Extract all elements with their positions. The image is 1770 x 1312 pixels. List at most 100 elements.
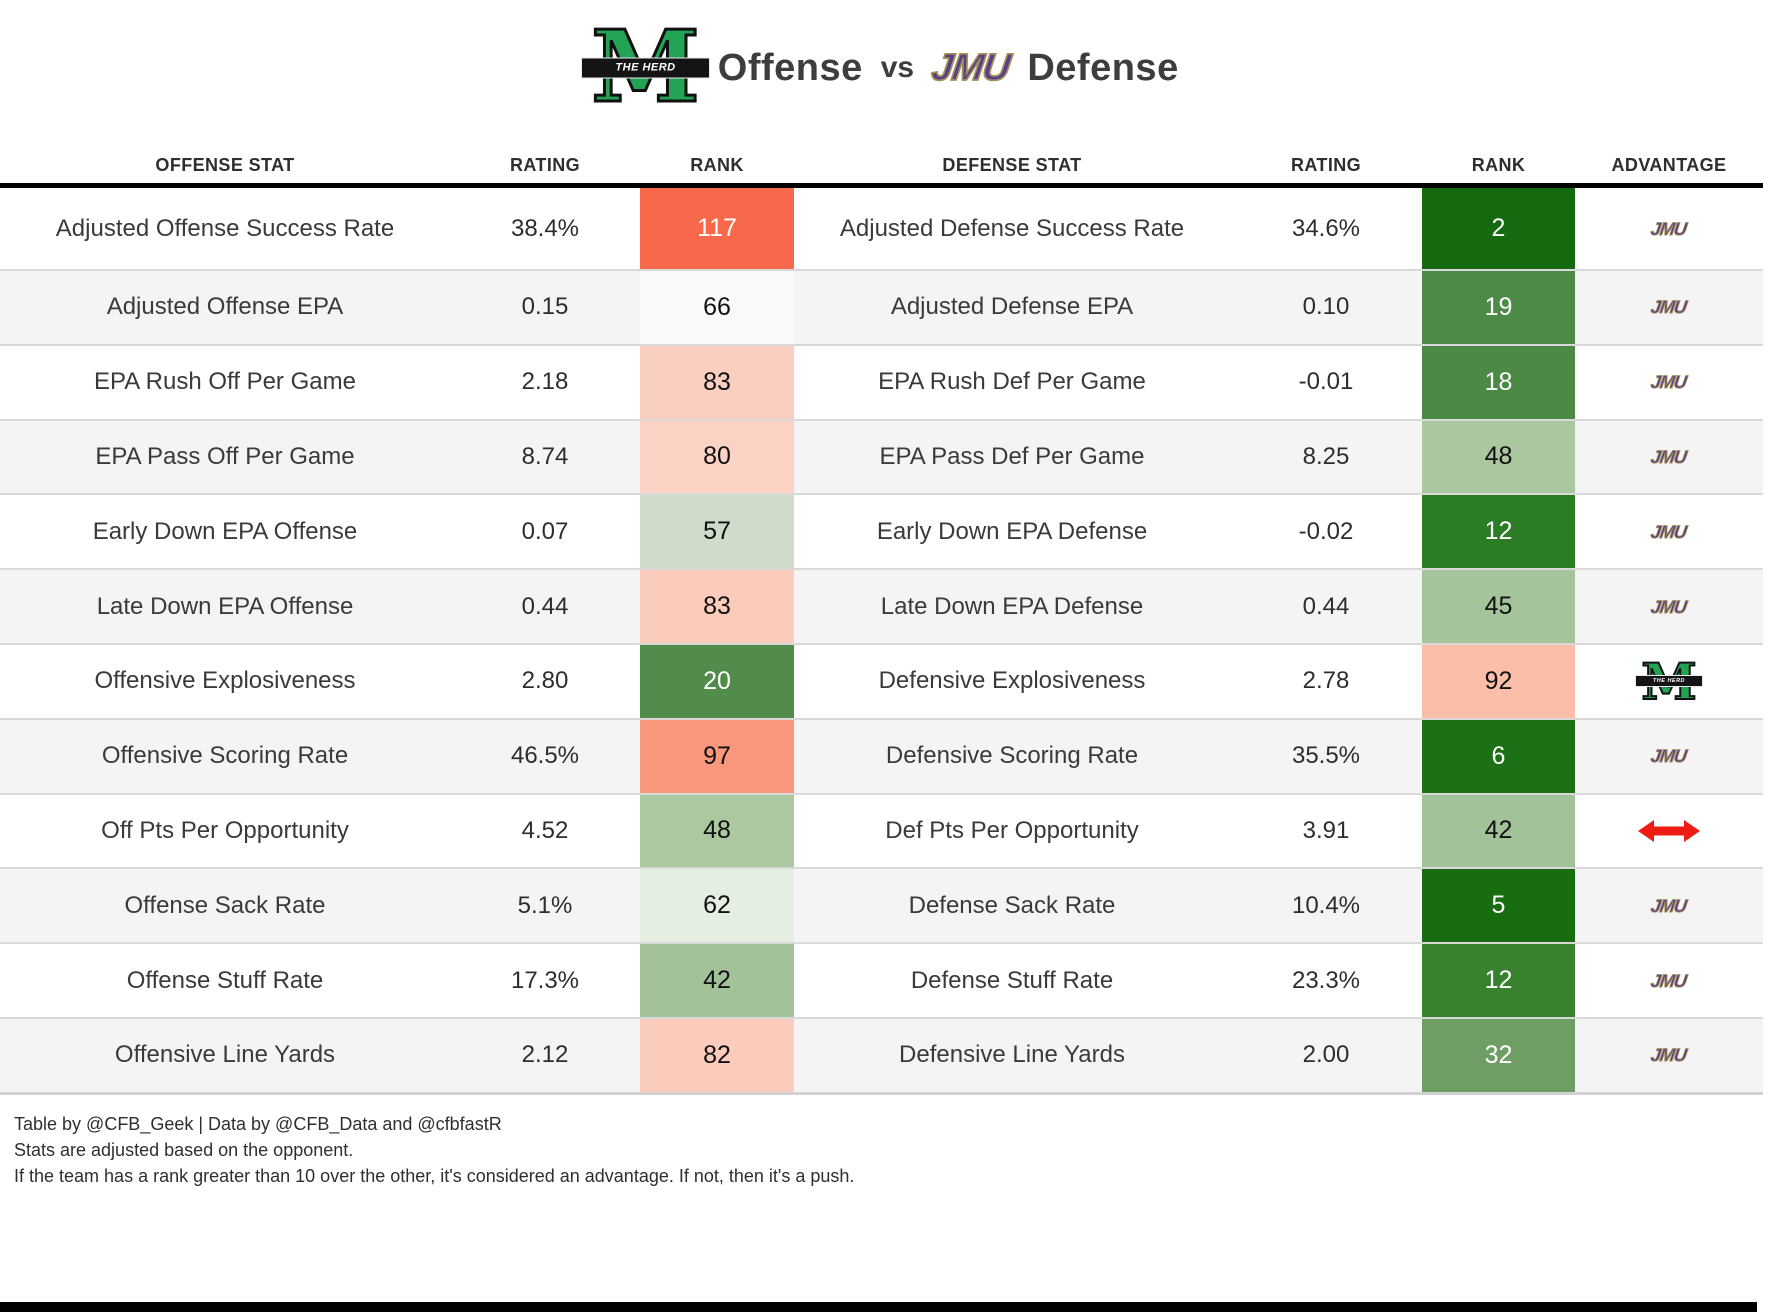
defense-rating-value: 34.6%: [1291, 214, 1361, 242]
title-vs-label: vs: [880, 51, 915, 84]
advantage-cell: JMU: [1575, 944, 1763, 1017]
marshall-banner-text: THE HERD: [1635, 675, 1703, 688]
defense-rating-value: 2.00: [1302, 1041, 1350, 1069]
defense-rating-value: 0.10: [1302, 293, 1350, 321]
header-defense-rating: RATING: [1290, 155, 1362, 175]
defense-rating-value: -0.02: [1298, 517, 1354, 545]
table-row: Offensive Scoring Rate 46.5% 97 Defensive S…: [0, 717, 1763, 793]
offense-stat-name: Offensive Line Yards: [114, 1041, 336, 1069]
jmu-logo-icon: JMU: [1650, 521, 1689, 542]
defense-stat-name: EPA Pass Def Per Game: [879, 442, 1145, 470]
defense-rank-cell: 5: [1422, 869, 1575, 943]
table-row: Adjusted Offense EPA 0.15 66 Adjusted Defen…: [0, 269, 1763, 344]
defense-rank-cell: 12: [1422, 495, 1575, 569]
defense-rating-value: -0.01: [1298, 368, 1354, 396]
offense-rating-value: 38.4%: [510, 214, 580, 242]
offense-stat-name: Early Down EPA Offense: [92, 517, 358, 545]
offense-rank-cell: 66: [640, 271, 794, 344]
offense-rating-value: 17.3%: [510, 966, 580, 994]
table-row: EPA Rush Off Per Game 2.18 83 EPA Rush Def …: [0, 343, 1763, 419]
header-offense-rank: RANK: [690, 155, 744, 175]
offense-rating-value: 2.18: [521, 368, 569, 396]
jmu-logo-icon: JMU: [1650, 446, 1689, 468]
table-body: Adjusted Offense Success Rate 38.4% 117 Adj…: [0, 188, 1763, 1095]
defense-rank-cell: 12: [1422, 944, 1575, 1017]
defense-rank-cell: 2: [1422, 188, 1575, 269]
offense-stat-name: Off Pts Per Opportunity: [101, 816, 349, 844]
offense-rank-cell: 97: [640, 719, 794, 793]
advantage-cell: JMU: [1575, 271, 1763, 344]
header-defense-rank: RANK: [1471, 155, 1526, 175]
offense-rating-value: 0.07: [521, 517, 569, 545]
advantage-cell: JMU: [1575, 570, 1763, 643]
defense-rank-cell: 48: [1422, 420, 1575, 494]
advantage-cell: JMU: [1575, 720, 1763, 793]
table-row: Late Down EPA Offense 0.44 83 Late Down EPA…: [0, 568, 1763, 643]
defense-rating-value: 3.91: [1302, 816, 1350, 844]
table-row: Offense Stuff Rate 17.3% 42 Defense Stuff R…: [0, 942, 1763, 1017]
defense-stat-name: Defense Stuff Rate: [910, 966, 1114, 994]
offense-rating-value: 46.5%: [510, 742, 580, 770]
defense-rating-value: 8.25: [1302, 442, 1350, 470]
jmu-logo-icon: JMU: [1650, 895, 1689, 916]
offense-rating-value: 0.44: [521, 592, 569, 620]
jmu-logo-icon: JMU: [1650, 218, 1689, 239]
offense-stat-name: Adjusted Offense Success Rate: [55, 214, 395, 242]
defense-rank-cell: 6: [1422, 719, 1575, 793]
title-offense-label: Offense: [717, 46, 863, 89]
jmu-logo-icon: JMU: [1650, 970, 1689, 991]
offense-rank-cell: 83: [640, 345, 794, 419]
defense-stat-name: Adjusted Defense EPA: [890, 293, 1134, 321]
offense-rating-value: 0.15: [521, 293, 569, 321]
defense-stat-name: Adjusted Defense Success Rate: [839, 214, 1185, 242]
table-row: Early Down EPA Offense 0.07 57 Early Down E…: [0, 493, 1763, 569]
header-divider: [0, 183, 1763, 188]
offense-rank-cell: 117: [640, 188, 794, 269]
table-row: Adjusted Offense Success Rate 38.4% 117 Adj…: [0, 188, 1763, 269]
header-defense-stat: DEFENSE STAT: [942, 155, 1082, 175]
defense-rating-value: 35.5%: [1291, 742, 1361, 770]
defense-stat-name: EPA Rush Def Per Game: [878, 368, 1146, 396]
table-row: Offense Sack Rate 5.1% 62 Defense Sack Rate…: [0, 867, 1763, 943]
defense-rating-value: 2.78: [1302, 667, 1350, 695]
footer-notes: Table by @CFB_Geek | Data by @CFB_Data a…: [0, 1095, 1770, 1189]
defense-rank-cell: 92: [1422, 644, 1575, 718]
jmu-logo-icon: JMU: [1650, 372, 1689, 393]
offense-stat-name: Offensive Scoring Rate: [101, 742, 349, 770]
table-row: Offensive Explosiveness 2.80 20 Defensive E…: [0, 642, 1763, 718]
offense-rating-value: 4.52: [521, 816, 569, 844]
footer-adjusted-note: Stats are adjusted based on the opponent…: [14, 1139, 354, 1160]
advantage-cell: JMU: [1575, 869, 1763, 942]
offense-rank-cell: 42: [640, 944, 794, 1017]
jmu-logo-icon: JMU: [1650, 596, 1689, 617]
advantage-cell: JMU: [1575, 188, 1763, 269]
defense-rating-value: 0.44: [1302, 592, 1350, 620]
header-advantage: ADVANTAGE: [1611, 155, 1727, 175]
defense-stat-name: Def Pts Per Opportunity: [885, 816, 1139, 844]
offense-stat-name: Late Down EPA Offense: [96, 592, 354, 620]
offense-rank-cell: 20: [640, 644, 794, 718]
defense-stat-name: Defense Sack Rate: [908, 891, 1116, 919]
offense-rating-value: 2.80: [521, 667, 569, 695]
advantage-cell: JMU: [1575, 1019, 1763, 1092]
marshall-banner-text: THE HERD: [581, 57, 710, 79]
defense-rank-cell: 19: [1422, 271, 1575, 344]
header-offense-stat: OFFENSE STAT: [155, 155, 295, 175]
advantage-cell: JMU: [1575, 421, 1763, 494]
offense-stat-name: Offense Sack Rate: [124, 891, 326, 919]
advantage-cell: JMU: [1575, 495, 1763, 568]
jmu-logo-icon: JMU: [1650, 746, 1689, 767]
table-row: EPA Pass Off Per Game 8.74 80 EPA Pass Def …: [0, 418, 1763, 494]
defense-stat-name: Late Down EPA Defense: [880, 592, 1144, 620]
header-offense-rating: RATING: [509, 155, 581, 175]
defense-rank-cell: 45: [1422, 570, 1575, 643]
defense-stat-name: Defensive Explosiveness: [878, 667, 1146, 695]
offense-rank-cell: 80: [640, 420, 794, 494]
offense-rating-value: 2.12: [521, 1041, 569, 1069]
jmu-logo: JMU: [928, 46, 1013, 90]
table-header-row: OFFENSE STAT RATING RANK DEFENSE STAT RA…: [0, 132, 1763, 183]
advantage-cell: [1575, 795, 1763, 868]
stats-table: OFFENSE STAT RATING RANK DEFENSE STAT RA…: [0, 132, 1763, 1095]
